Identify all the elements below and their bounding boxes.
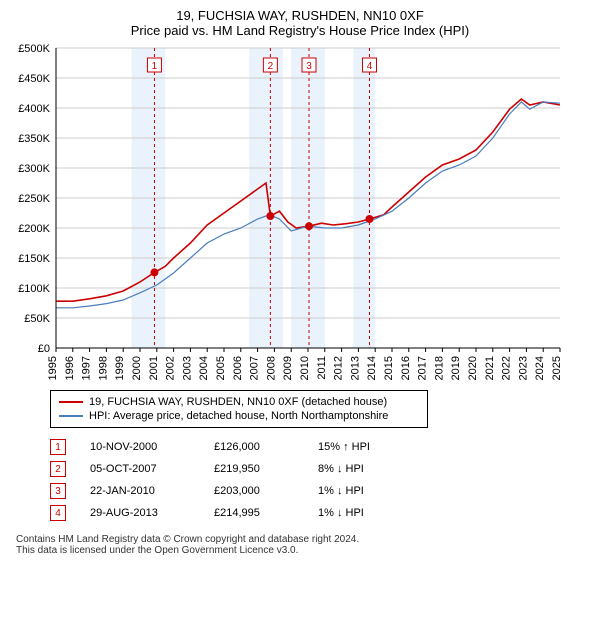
legend-swatch xyxy=(59,401,83,403)
x-tick-label: 2013 xyxy=(349,356,361,380)
footer-line-1: Contains HM Land Registry data © Crown c… xyxy=(16,534,592,545)
sale-date: 22-JAN-2010 xyxy=(90,485,190,497)
sale-price: £219,950 xyxy=(214,463,294,475)
y-tick-label: £150K xyxy=(18,253,50,265)
sale-row: 4 29-AUG-2013 £214,995 1% ↓ HPI xyxy=(50,502,592,524)
sale-delta: 8% ↓ HPI xyxy=(318,463,408,475)
chart-title: 19, FUCHSIA WAY, RUSHDEN, NN10 0XF Price… xyxy=(8,8,592,38)
x-tick-label: 2024 xyxy=(534,356,546,380)
x-tick-label: 1995 xyxy=(47,356,59,380)
x-tick-label: 2000 xyxy=(131,356,143,380)
x-tick-label: 2008 xyxy=(265,356,277,380)
sale-marker-num: 4 xyxy=(367,61,373,72)
x-tick-label: 1997 xyxy=(81,356,93,380)
sale-marker-num: 1 xyxy=(152,61,158,72)
x-tick-label: 2019 xyxy=(450,356,462,380)
x-tick-label: 2014 xyxy=(366,356,378,380)
sale-delta: 1% ↓ HPI xyxy=(318,507,408,519)
x-tick-label: 2002 xyxy=(165,356,177,380)
x-tick-label: 2018 xyxy=(433,356,445,380)
legend-label: 19, FUCHSIA WAY, RUSHDEN, NN10 0XF (deta… xyxy=(89,396,387,408)
title-line-1: 19, FUCHSIA WAY, RUSHDEN, NN10 0XF xyxy=(8,8,592,23)
sale-row: 1 10-NOV-2000 £126,000 15% ↑ HPI xyxy=(50,436,592,458)
x-tick-label: 2015 xyxy=(383,356,395,380)
sale-row: 2 05-OCT-2007 £219,950 8% ↓ HPI xyxy=(50,458,592,480)
sale-price: £203,000 xyxy=(214,485,294,497)
y-tick-label: £100K xyxy=(18,283,50,295)
sale-delta: 15% ↑ HPI xyxy=(318,441,408,453)
legend-item: HPI: Average price, detached house, Nort… xyxy=(59,409,419,423)
title-line-2: Price paid vs. HM Land Registry's House … xyxy=(8,23,592,38)
y-tick-label: £200K xyxy=(18,223,50,235)
sale-dot xyxy=(266,212,274,220)
x-tick-label: 2022 xyxy=(501,356,513,380)
price-chart: £0 £50K £100K £150K £200K £250K £300K £350K £400… xyxy=(8,44,592,384)
x-tick-label: 2009 xyxy=(282,356,294,380)
y-tick-label: £50K xyxy=(24,313,50,325)
x-tick-label: 2005 xyxy=(215,356,227,380)
y-tick-label: £450K xyxy=(18,73,50,85)
x-tick-label: 2004 xyxy=(198,356,210,380)
sale-marker-icon: 4 xyxy=(50,505,66,521)
x-tick-label: 2010 xyxy=(299,356,311,380)
x-tick-label: 1998 xyxy=(97,356,109,380)
sale-dot xyxy=(365,215,373,223)
sale-marker-icon: 3 xyxy=(50,483,66,499)
sale-price: £126,000 xyxy=(214,441,294,453)
sale-marker-num: 3 xyxy=(306,61,312,72)
y-tick-label: £300K xyxy=(18,163,50,175)
legend-label: HPI: Average price, detached house, Nort… xyxy=(89,410,388,422)
legend: 19, FUCHSIA WAY, RUSHDEN, NN10 0XF (deta… xyxy=(50,390,428,428)
footer-line-2: This data is licensed under the Open Gov… xyxy=(16,545,592,556)
legend-item: 19, FUCHSIA WAY, RUSHDEN, NN10 0XF (deta… xyxy=(59,395,419,409)
sale-dot xyxy=(305,222,313,230)
x-tick-label: 2007 xyxy=(249,356,261,380)
x-tick-label: 2020 xyxy=(467,356,479,380)
sale-marker-icon: 1 xyxy=(50,439,66,455)
sale-date: 29-AUG-2013 xyxy=(90,507,190,519)
sale-marker-icon: 2 xyxy=(50,461,66,477)
sale-dot xyxy=(150,268,158,276)
chart-svg: £0 £50K £100K £150K £200K £250K £300K £350K £400… xyxy=(8,44,568,384)
sale-date: 10-NOV-2000 xyxy=(90,441,190,453)
sale-price: £214,995 xyxy=(214,507,294,519)
x-tick-label: 1996 xyxy=(64,356,76,380)
footer-attribution: Contains HM Land Registry data © Crown c… xyxy=(16,534,592,556)
x-tick-label: 2017 xyxy=(417,356,429,380)
x-tick-label: 2021 xyxy=(484,356,496,380)
x-tick-label: 1999 xyxy=(114,356,126,380)
y-tick-label: £250K xyxy=(18,193,50,205)
x-tick-label: 2006 xyxy=(232,356,244,380)
x-tick-label: 2001 xyxy=(148,356,160,380)
y-tick-label: £350K xyxy=(18,133,50,145)
y-tick-label: £500K xyxy=(18,44,50,55)
sale-delta: 1% ↓ HPI xyxy=(318,485,408,497)
sales-table: 1 10-NOV-2000 £126,000 15% ↑ HPI 2 05-OCT-200… xyxy=(50,436,592,524)
x-tick-label: 2023 xyxy=(517,356,529,380)
sale-date: 05-OCT-2007 xyxy=(90,463,190,475)
sale-marker-num: 2 xyxy=(268,61,274,72)
x-tick-label: 2003 xyxy=(181,356,193,380)
x-tick-label: 2011 xyxy=(316,356,328,380)
legend-swatch xyxy=(59,415,83,417)
x-tick-label: 2012 xyxy=(333,356,345,380)
x-tick-label: 2025 xyxy=(551,356,563,380)
sale-row: 3 22-JAN-2010 £203,000 1% ↓ HPI xyxy=(50,480,592,502)
x-tick-label: 2016 xyxy=(400,356,412,380)
y-tick-label: £400K xyxy=(18,103,50,115)
y-tick-label: £0 xyxy=(38,343,50,355)
